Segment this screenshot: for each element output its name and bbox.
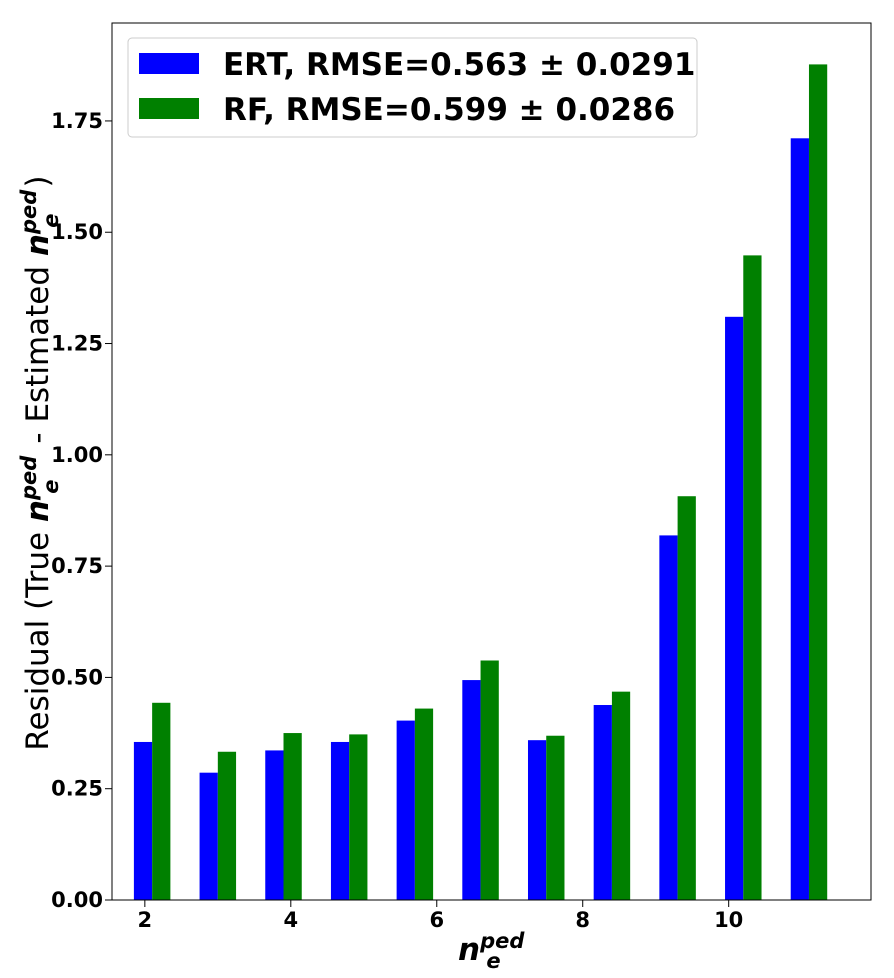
y-tick-label: 0.75 <box>51 554 103 578</box>
bar-ert-1 <box>199 772 218 900</box>
bar-rf-1 <box>217 751 237 900</box>
bar-rf-8 <box>677 496 696 900</box>
y-axis-label-suffix: ) <box>20 175 56 187</box>
bar-rf-9 <box>743 255 762 900</box>
bar-rf-2 <box>283 733 302 900</box>
legend: ERT, RMSE=0.563 ± 0.0291 RF, RMSE=0.599 … <box>127 37 698 138</box>
bar-rf-6 <box>546 735 565 900</box>
x-tick-label: 2 <box>138 908 153 932</box>
x-tick-label: 8 <box>575 908 590 932</box>
x-axis-label-sub: e <box>486 949 500 973</box>
bar-ert-10 <box>790 138 809 900</box>
y-tick-label: 1.25 <box>51 332 103 356</box>
y-axis-label-sub-1: e <box>39 479 63 493</box>
bar-rf-3 <box>349 734 368 900</box>
bar-rf-7 <box>611 691 631 900</box>
y-tick-label: 0.25 <box>51 777 103 801</box>
y-axis-label-prefix: Residual (True <box>20 522 56 751</box>
y-axis-ticks: 0.00 0.25 0.50 0.75 1.00 1.25 1.50 1.75 <box>51 109 112 912</box>
legend-swatch-rf <box>139 98 199 119</box>
y-axis-label-sup-1: ped <box>17 455 41 501</box>
bar-rf-4 <box>414 708 434 900</box>
bars-group <box>133 64 828 901</box>
bar-ert-7 <box>593 705 612 900</box>
legend-label-ert: ERT, RMSE=0.563 ± 0.0291 <box>223 47 695 83</box>
y-axis-label-symbol-2: n <box>20 234 56 256</box>
y-axis-label-symbol-1: n <box>20 500 56 522</box>
bar-rf-5 <box>480 660 499 900</box>
x-axis-label: nped e <box>458 929 525 973</box>
x-axis-label-symbol: n <box>458 932 480 968</box>
y-axis-label-sub-2: e <box>39 213 63 227</box>
y-tick-label: 0.00 <box>51 888 103 912</box>
bar-ert-5 <box>462 680 481 900</box>
y-tick-label: 1.75 <box>51 109 103 133</box>
x-tick-label: 6 <box>429 908 444 932</box>
bar-ert-2 <box>265 750 284 900</box>
plot-frame <box>111 22 872 901</box>
x-axis-label-sup: ped <box>479 929 525 953</box>
y-tick-label: 1.50 <box>51 220 103 244</box>
legend-frame <box>127 37 698 138</box>
bar-ert-8 <box>659 535 678 900</box>
bar-rf-0 <box>152 702 171 900</box>
bar-rf-10 <box>808 64 828 901</box>
bar-ert-0 <box>133 741 153 900</box>
bar-ert-3 <box>330 741 350 900</box>
y-tick-label: 0.50 <box>51 665 103 689</box>
bar-ert-4 <box>396 720 415 900</box>
y-axis-label: Residual (True npede - Estimated npede) <box>17 175 63 750</box>
x-tick-label: 4 <box>283 908 298 932</box>
x-axis-ticks: 2 4 6 8 10 <box>138 900 743 932</box>
y-axis-label-sup-2: ped <box>17 189 41 235</box>
bar-ert-6 <box>527 740 547 900</box>
y-axis-label-middle: - Estimated <box>20 256 56 453</box>
x-tick-label: 10 <box>714 908 743 932</box>
legend-label-rf: RF, RMSE=0.599 ± 0.0286 <box>223 92 675 128</box>
bar-ert-9 <box>725 316 744 900</box>
legend-swatch-ert <box>139 53 199 74</box>
y-tick-label: 1.00 <box>51 443 103 467</box>
